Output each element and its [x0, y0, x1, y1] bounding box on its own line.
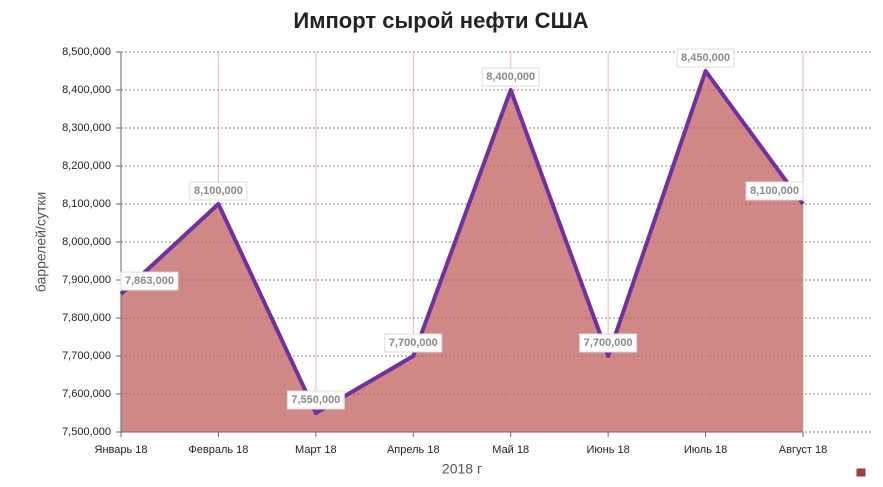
y-tick-label: 8,000,000 — [62, 236, 111, 248]
y-tick-label: 8,200,000 — [62, 160, 111, 172]
y-tick-label: 8,500,000 — [62, 46, 111, 58]
value-label-text: 8,100,000 — [750, 185, 799, 197]
value-label: 7,550,000 — [286, 390, 345, 410]
value-label-box — [481, 67, 540, 87]
y-tick-label: 7,900,000 — [62, 274, 111, 286]
y-tick-label: 7,500,000 — [62, 426, 111, 438]
value-label-box — [384, 333, 443, 353]
x-tick-label: Май 18 — [492, 444, 529, 456]
value-label: 8,400,000 — [481, 67, 540, 87]
x-tick-label: Август 18 — [779, 444, 827, 456]
value-label: 7,700,000 — [579, 333, 638, 353]
y-tick-label: 7,700,000 — [62, 350, 111, 362]
x-tick-label: Февраль 18 — [188, 444, 248, 456]
value-label-text: 7,550,000 — [291, 394, 340, 406]
value-label: 7,700,000 — [384, 333, 443, 353]
icon — [856, 468, 866, 477]
value-label-text: 7,700,000 — [584, 337, 633, 349]
x-tick-label: Июнь 18 — [587, 444, 630, 456]
y-axis-title: баррелей/сутки — [33, 192, 49, 292]
x-tick-label: Апрель 18 — [387, 444, 440, 456]
x-tick-label: Июль 18 — [684, 444, 727, 456]
value-label-text: 8,450,000 — [681, 52, 730, 64]
value-label-box — [579, 333, 638, 353]
value-label-text: 7,700,000 — [389, 337, 438, 349]
area — [121, 71, 803, 432]
y-tick-label: 7,800,000 — [62, 312, 111, 324]
value-label: 7,863,000 — [120, 271, 179, 291]
value-label: 8,100,000 — [745, 181, 804, 201]
value-label-box — [676, 48, 735, 68]
y-tick-label: 7,600,000 — [62, 388, 111, 400]
value-label-box — [189, 181, 248, 201]
x-tick-label: Январь 18 — [95, 444, 148, 456]
value-label: 8,450,000 — [676, 48, 735, 68]
value-label-text: 7,863,000 — [125, 275, 174, 287]
value-label-box — [286, 390, 345, 410]
value-label-box — [120, 271, 179, 291]
value-label: 8,100,000 — [189, 181, 248, 201]
value-label-text: 8,400,000 — [486, 71, 535, 83]
x-axis-title: 2018 г — [442, 461, 482, 477]
y-tick-label: 8,100,000 — [62, 198, 111, 210]
line — [119, 69, 805, 415]
value-label-box — [745, 181, 804, 201]
x-tick-label: Март 18 — [295, 444, 337, 456]
y-tick-label: 8,400,000 — [62, 84, 111, 96]
value-label-text: 8,100,000 — [194, 185, 243, 197]
chart-title: Импорт сырой нефти США — [293, 8, 588, 33]
y-tick-label: 8,300,000 — [62, 122, 111, 134]
